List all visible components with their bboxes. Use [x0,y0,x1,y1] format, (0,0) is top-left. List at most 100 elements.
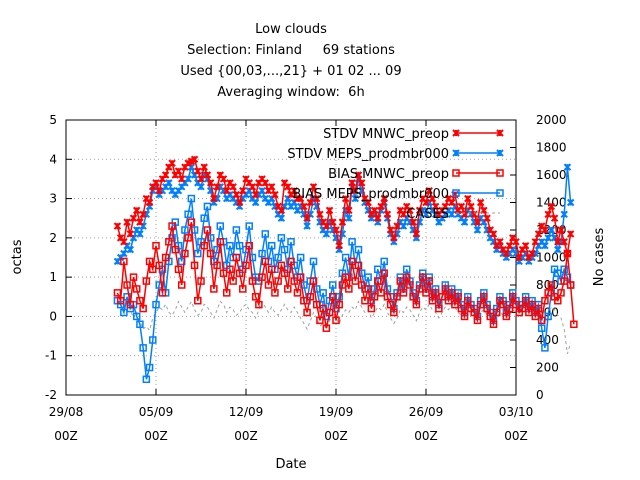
data-point [306,198,314,207]
data-point [480,293,488,301]
data-point [274,277,282,285]
data-point [521,296,530,305]
y-tick-label: -2 [45,388,57,402]
data-point [136,230,144,238]
data-point [116,296,125,305]
data-point [325,308,334,317]
data-point [129,214,138,222]
data-point [206,234,215,242]
data-point [489,230,498,238]
data-point [245,222,253,230]
data-point [258,249,266,258]
x-tick-hour-label: 00Z [324,429,348,443]
data-point [541,226,549,234]
y2-tick-label: 0 [536,388,544,402]
data-point [303,214,311,222]
data-point [566,230,575,238]
data-point [354,171,363,179]
data-point [399,210,408,218]
data-point [174,265,183,274]
data-point [338,218,347,226]
data-point [120,257,128,266]
data-point [335,242,343,250]
data-point [168,159,176,167]
data-point [145,257,154,266]
data-point [303,308,311,317]
data-point [534,304,543,313]
series-layer [113,155,578,384]
x-tick-hour-label: 00Z [54,429,78,443]
data-point [113,289,122,297]
data-point [235,241,244,250]
data-point [290,187,298,195]
data-point [505,304,514,313]
y2-tick-label: 200 [536,361,559,375]
data-point [277,261,286,270]
data-point [116,300,125,309]
data-point [235,269,244,277]
series-1 [113,163,575,266]
data-point [480,206,488,215]
legend-label: STDV MEPS_prodmbr000 [287,147,449,162]
data-point [200,214,208,222]
data-point [361,296,369,305]
data-point [248,277,257,285]
data-point [219,269,228,277]
data-point [521,242,530,250]
series-line [116,164,572,263]
data-point [383,210,392,218]
x-tick-hour-label: 00Z [414,429,438,443]
data-point [464,296,472,305]
series-2 [113,218,578,332]
legend-marker [496,189,504,197]
data-point [168,222,176,230]
data-point [139,304,147,313]
data-point [239,285,247,293]
data-point [428,194,437,203]
data-point [435,304,443,313]
data-point [345,206,353,215]
data-point [364,273,372,281]
data-point [338,281,347,289]
legend-marker [452,189,460,197]
y2-tick-label: 1000 [536,251,567,265]
data-point [399,222,408,230]
data-point [457,202,466,211]
data-point [451,300,459,309]
data-point [467,202,475,211]
chart-title: Low clouds Selection: Finland 69 station… [180,22,401,100]
data-point [280,245,289,254]
data-point [554,296,562,305]
data-point [284,183,292,191]
data-point [460,218,469,226]
data-point [560,238,568,246]
data-point [415,285,424,293]
data-point [560,265,568,274]
data-point [348,257,356,266]
data-point [473,218,482,226]
data-point [290,277,298,285]
data-point [534,230,543,238]
data-point [132,285,141,293]
data-point [554,245,562,254]
title-line-2: Selection: Finland 69 stations [187,43,395,58]
data-point [541,242,549,250]
data-point [370,293,379,301]
data-point [412,230,421,238]
data-point [341,194,350,203]
data-point [129,273,138,281]
y2-tick-label: 1800 [536,141,567,155]
data-point [139,344,147,352]
data-point [557,226,565,234]
data-point [210,194,218,203]
x-tick-label: 05/09 [139,405,174,419]
data-point [232,253,241,262]
data-point [390,308,398,317]
data-point [380,194,388,203]
data-point [541,344,549,352]
data-point [537,316,546,325]
data-point [312,300,321,309]
data-point [399,289,408,297]
legend-label: STDV MNWC_preop [323,127,449,142]
data-point [203,202,212,211]
